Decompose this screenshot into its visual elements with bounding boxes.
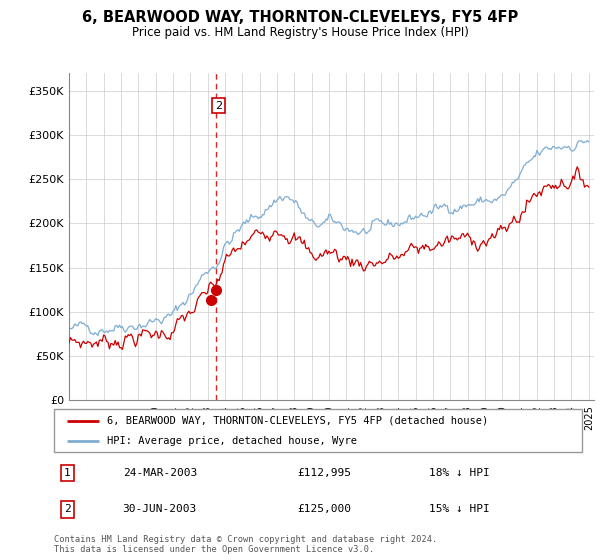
Text: 15% ↓ HPI: 15% ↓ HPI bbox=[429, 505, 490, 515]
Text: 2: 2 bbox=[64, 505, 71, 515]
Text: 30-JUN-2003: 30-JUN-2003 bbox=[122, 505, 197, 515]
Text: Price paid vs. HM Land Registry's House Price Index (HPI): Price paid vs. HM Land Registry's House … bbox=[131, 26, 469, 39]
Text: £125,000: £125,000 bbox=[297, 505, 351, 515]
Text: 2: 2 bbox=[215, 101, 222, 110]
Text: HPI: Average price, detached house, Wyre: HPI: Average price, detached house, Wyre bbox=[107, 436, 357, 446]
Text: 6, BEARWOOD WAY, THORNTON-CLEVELEYS, FY5 4FP: 6, BEARWOOD WAY, THORNTON-CLEVELEYS, FY5… bbox=[82, 10, 518, 25]
FancyBboxPatch shape bbox=[54, 409, 582, 452]
Text: Contains HM Land Registry data © Crown copyright and database right 2024.
This d: Contains HM Land Registry data © Crown c… bbox=[54, 535, 437, 554]
Text: £112,995: £112,995 bbox=[297, 468, 351, 478]
Text: 24-MAR-2003: 24-MAR-2003 bbox=[122, 468, 197, 478]
Text: 1: 1 bbox=[64, 468, 71, 478]
Text: 6, BEARWOOD WAY, THORNTON-CLEVELEYS, FY5 4FP (detached house): 6, BEARWOOD WAY, THORNTON-CLEVELEYS, FY5… bbox=[107, 416, 488, 426]
Text: 18% ↓ HPI: 18% ↓ HPI bbox=[429, 468, 490, 478]
